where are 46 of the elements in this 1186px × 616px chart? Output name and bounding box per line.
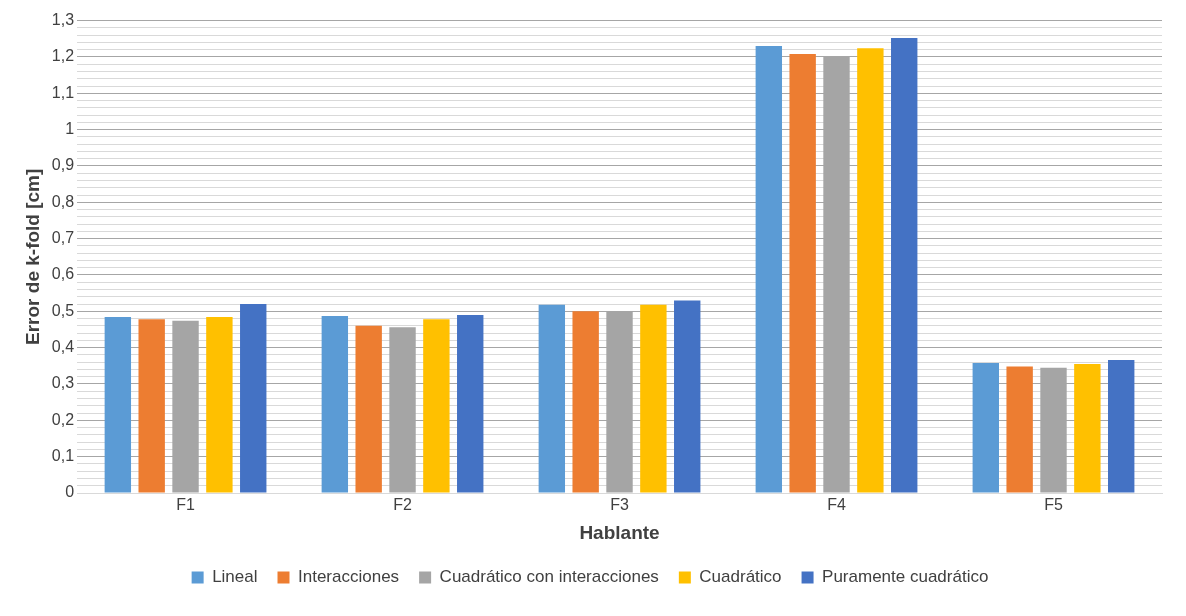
bar (857, 48, 884, 493)
y-tick-label: 1,2 (51, 47, 75, 65)
bar (1108, 360, 1135, 493)
y-tick-label: 1,3 (51, 11, 75, 29)
bar (321, 316, 349, 493)
bar (206, 317, 233, 493)
legend-label: Interacciones (298, 567, 400, 587)
bar (789, 54, 816, 493)
bar (972, 362, 1000, 493)
bar (1006, 366, 1033, 493)
y-tick-label: 0 (65, 483, 75, 501)
x-tick-label: F3 (610, 496, 629, 514)
y-tick-label: 1,1 (51, 83, 75, 101)
x-tick-label: F5 (1044, 496, 1063, 514)
bar (572, 311, 599, 493)
bar (240, 304, 267, 493)
bar (640, 304, 667, 493)
bar (1074, 364, 1101, 493)
y-tick-label: 0,8 (51, 192, 75, 210)
x-axis-title: Hablante (579, 521, 660, 543)
x-tick-label: F4 (827, 496, 846, 514)
bar (423, 319, 450, 493)
y-tick-label: 0,4 (51, 338, 75, 356)
bar (891, 38, 918, 493)
y-tick-label: 0,7 (51, 229, 75, 247)
y-tick-label: 0,1 (51, 447, 75, 465)
bar (755, 46, 783, 493)
bar (674, 300, 701, 493)
y-tick-label: 0,6 (51, 265, 75, 283)
bar (104, 317, 132, 493)
legend-label: Lineal (212, 567, 258, 587)
y-tick-label: 0,9 (51, 156, 75, 174)
bar (355, 325, 382, 493)
bar (457, 314, 484, 493)
y-tick-label: 0,2 (51, 410, 75, 428)
legend-label: Cuadrático (699, 567, 782, 587)
legend-label: Cuadrático con interacciones (439, 567, 659, 587)
bar (138, 319, 165, 493)
x-tick-label: F2 (393, 496, 412, 514)
bar (538, 304, 566, 493)
legend-label: Puramente cuadrático (822, 567, 989, 587)
y-tick-label: 0,5 (51, 301, 75, 319)
x-tick-label: F1 (176, 496, 195, 514)
y-tick-label: 1 (65, 120, 75, 138)
y-axis-title: Error de k-fold [cm] (21, 168, 43, 345)
y-tick-label: 0,3 (51, 374, 75, 392)
